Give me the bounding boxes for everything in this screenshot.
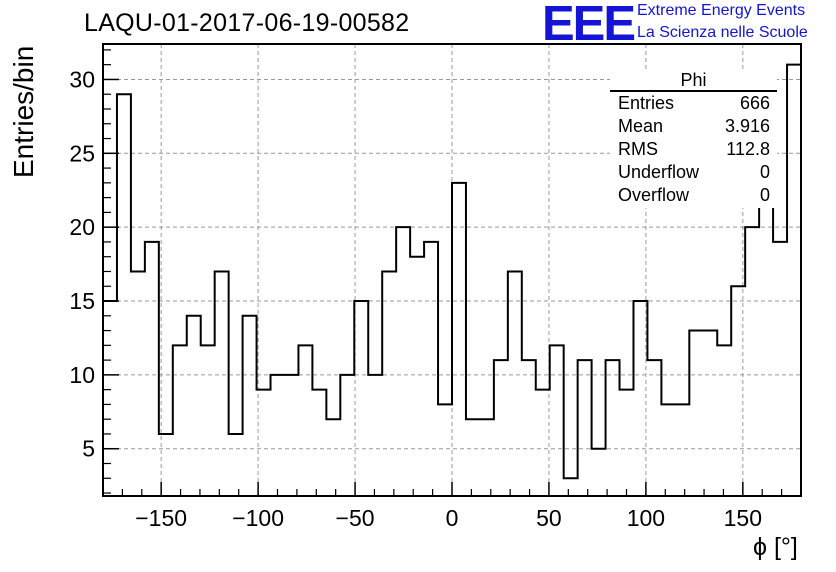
stat-name: Entries [618,93,675,113]
y-tick-label: 10 [69,362,95,388]
stats-row-entries: Entries 666 [618,92,770,114]
stat-value: 112.8 [726,139,770,159]
plot-frame [102,43,802,497]
stats-title: Phi [680,70,707,90]
x-tick-label: 100 [627,505,665,531]
stat-name: Mean [618,116,664,136]
axis-ticks [102,49,802,496]
stats-row-mean: Mean 3.916 [618,115,770,137]
histogram-outline [103,63,801,480]
stat-value: 0 [759,162,770,182]
chart-title: LAQU-01-2017-06-19-00582 [84,9,410,37]
x-axis-label: ϕ [°] [753,533,798,561]
eee-logo: EEE [542,0,636,51]
x-tick-label: 0 [446,505,459,531]
y-tick-label: 30 [69,66,95,92]
stat-name: Overflow [618,185,690,205]
stats-box: Phi Entries 666 Mean 3.916 RMS 112.8 Und… [610,70,777,208]
y-tick-label: 5 [82,436,95,462]
y-tick-label: 20 [69,214,95,240]
y-axis-label: Entries/bin [8,45,39,178]
stat-name: Underflow [618,162,700,182]
y-tick-label: 15 [69,288,95,314]
tick-labels: −150 −100 −50 0 50 100 150 5 10 15 20 25 30 [69,66,762,531]
logo-caption-line1: Extreme Energy Events [637,2,806,19]
logo-caption-line2: La Scienza nelle Scuole [637,24,808,41]
stats-row-underflow: Underflow 0 [618,161,770,183]
stat-name: RMS [618,139,658,159]
x-tick-label: 50 [536,505,562,531]
stats-row-rms: RMS 112.8 [618,138,770,160]
x-tick-label: −50 [336,505,375,531]
x-tick-label: −100 [232,505,284,531]
stat-value: 0 [759,185,770,205]
y-tick-label: 25 [69,140,95,166]
stat-value: 666 [739,93,770,113]
stat-value: 3.916 [724,116,770,136]
x-tick-label: −150 [135,505,187,531]
x-tick-label: 150 [724,505,762,531]
stats-row-overflow: Overflow 0 [618,184,770,206]
stats-divider [610,90,777,92]
